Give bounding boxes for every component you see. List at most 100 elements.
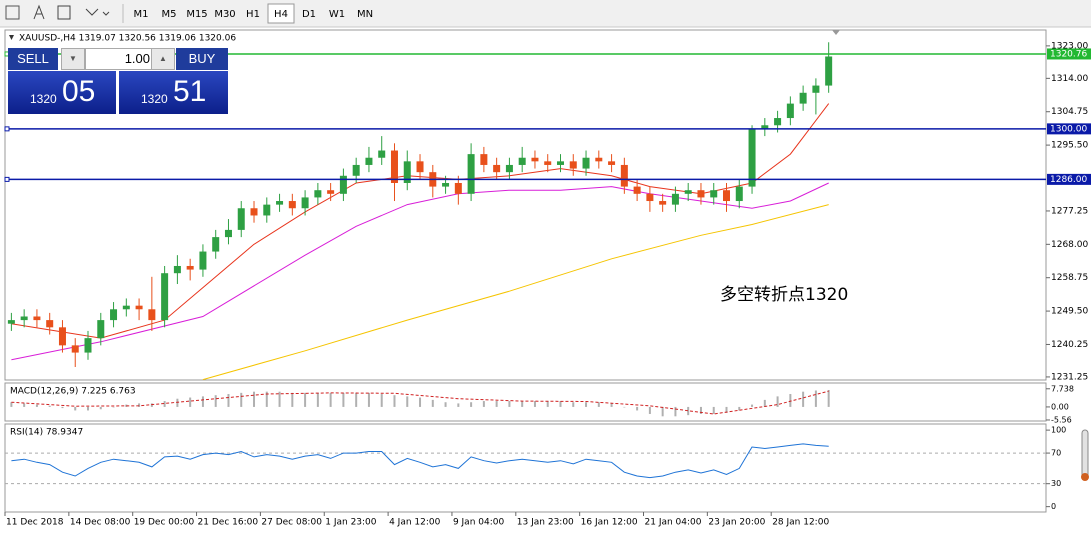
moving-average <box>11 103 830 339</box>
y-tick-label: 7.738 <box>1051 384 1074 393</box>
y-tick-label: 30 <box>1051 479 1061 488</box>
annotation: 多空转折点1320 <box>720 285 848 305</box>
price-label: 1320.76 <box>1050 49 1087 59</box>
y-tick-label: 1314.00 <box>1051 74 1088 84</box>
x-tick-label: 21 Dec 16:00 <box>198 518 259 528</box>
timeframe-button[interactable]: H1 <box>246 9 260 20</box>
macd-title: MACD(12,26,9) 7.225 6.763 <box>10 387 136 397</box>
candle-body <box>250 208 258 216</box>
candle-body <box>723 190 731 202</box>
chart-title: XAUUSD-,H4 1319.07 1320.56 1319.06 1320.… <box>19 34 236 44</box>
candle-body <box>556 161 564 165</box>
moving-average <box>202 204 829 381</box>
rsi-line <box>11 443 829 479</box>
y-tick-label: 1295.50 <box>1051 141 1088 151</box>
macd-bar <box>227 394 230 407</box>
candle-body <box>518 157 526 165</box>
macd-bar <box>419 397 422 407</box>
macd-bar <box>253 391 256 407</box>
bid-quote[interactable]: 1320 05 <box>8 71 116 114</box>
bid-prefix: 1320 <box>30 92 57 106</box>
x-tick-label: 21 Jan 04:00 <box>645 518 702 528</box>
macd-bar <box>329 392 332 407</box>
candle-body <box>390 150 398 183</box>
y-tick-label: 1231.25 <box>1051 372 1088 382</box>
timeframe-button[interactable]: M30 <box>214 9 235 20</box>
buy-button[interactable]: BUY <box>176 48 228 70</box>
macd-bar <box>48 405 51 407</box>
macd-bar <box>367 392 370 407</box>
macd-bar <box>738 406 741 411</box>
candle-body <box>659 201 667 205</box>
crosshair-tool[interactable] <box>5 5 20 20</box>
y-tick-label: 0.00 <box>1051 402 1069 411</box>
macd-bar <box>278 391 281 407</box>
candle-body <box>327 190 335 194</box>
candle-body <box>352 164 360 176</box>
macd-bar <box>597 402 600 407</box>
ask-digits: 51 <box>173 75 207 108</box>
macd-bar <box>201 396 204 407</box>
sell-button[interactable]: SELL <box>8 48 58 70</box>
ask-quote[interactable]: 1320 51 <box>119 71 228 114</box>
y-tick-label: 1258.75 <box>1051 273 1088 283</box>
timeframe-button[interactable]: D1 <box>302 9 316 20</box>
x-tick-label: 28 Jan 12:00 <box>772 518 829 528</box>
candle-body <box>97 320 105 339</box>
y-tick-label: 1240.25 <box>1051 340 1088 350</box>
line-handle <box>4 176 10 182</box>
y-tick-label: 1277.25 <box>1051 206 1088 216</box>
y-tick-label: 1249.50 <box>1051 307 1088 317</box>
macd-bar <box>687 406 690 416</box>
x-tick-label: 13 Jan 23:00 <box>517 518 574 528</box>
timeframe-button[interactable]: M1 <box>134 9 149 20</box>
candle-body <box>212 237 220 252</box>
macd-bar <box>240 392 243 407</box>
macd-bar <box>648 406 651 414</box>
candle-body <box>288 201 296 209</box>
x-tick-label: 4 Jan 12:00 <box>389 518 441 528</box>
candle-body <box>58 327 66 346</box>
timeframe-button[interactable]: M15 <box>186 9 207 20</box>
macd-bar <box>150 403 153 407</box>
macd-bar <box>406 396 409 407</box>
x-tick-label: 27 Dec 08:00 <box>261 518 322 528</box>
candle-body <box>671 193 679 205</box>
macd-frame <box>4 382 1047 422</box>
rsi-frame <box>4 423 1047 513</box>
y-tick-label: 100 <box>1051 426 1066 435</box>
timeframe-button[interactable]: M5 <box>162 9 177 20</box>
x-tick-label: 14 Dec 08:00 <box>70 518 131 528</box>
y-tick-label: 1304.75 <box>1051 107 1088 117</box>
macd-bar <box>355 392 358 407</box>
x-tick-label: 19 Dec 00:00 <box>134 518 195 528</box>
candle-body <box>148 309 156 321</box>
macd-bar <box>431 399 434 407</box>
text-tool[interactable] <box>33 4 45 20</box>
candle-body <box>569 161 577 169</box>
price-label-box <box>1047 173 1091 185</box>
candle-body <box>122 305 130 310</box>
macd-bar <box>674 406 677 417</box>
candle-body <box>620 164 628 187</box>
macd-bar <box>533 401 536 407</box>
timeframe-button[interactable]: MN <box>357 9 373 20</box>
macd-bar <box>444 402 447 407</box>
candle-body <box>186 265 194 270</box>
macd-bar <box>393 395 396 407</box>
macd-bar <box>636 406 639 411</box>
candle-body <box>442 182 450 187</box>
timeframe-button[interactable]: W1 <box>329 9 345 20</box>
signal-line <box>11 390 829 415</box>
lot-up[interactable]: ▲ <box>151 48 175 70</box>
rsi-title: RSI(14) 78.9347 <box>10 428 83 438</box>
shapes-tool[interactable] <box>85 8 110 16</box>
candle-body <box>646 193 654 202</box>
y-tick-label: 1268.00 <box>1051 240 1088 250</box>
timeframe-button[interactable]: H4 <box>274 9 288 20</box>
lot-down[interactable]: ▼ <box>61 48 85 70</box>
x-tick-label: 23 Jan 20:00 <box>708 518 765 528</box>
one-click-panel: SELL ▼ 1.00 ▲ BUY 1320 05 1320 51 <box>8 48 228 114</box>
label-tool[interactable] <box>57 5 71 20</box>
macd-bar <box>572 402 575 407</box>
